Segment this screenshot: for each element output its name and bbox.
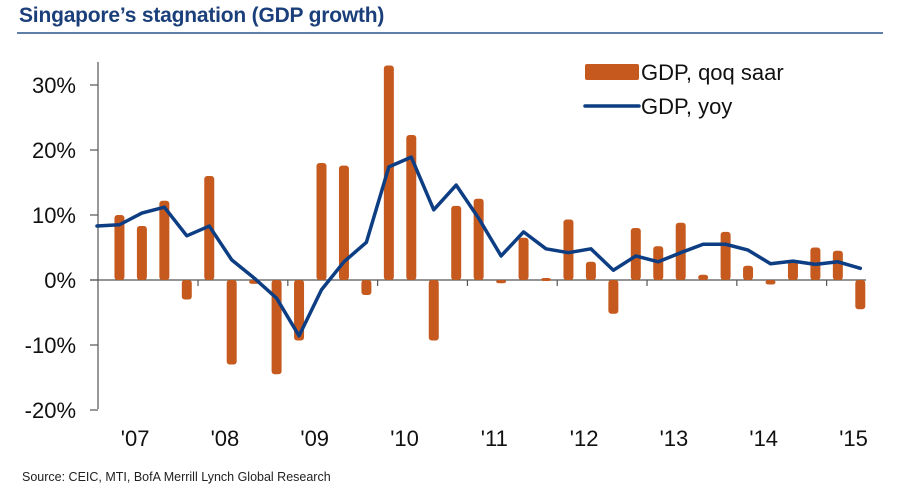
bar xyxy=(406,135,417,280)
bar xyxy=(541,278,551,282)
x-tick-label: '11 xyxy=(481,426,508,451)
bar xyxy=(765,280,776,285)
bar xyxy=(159,200,170,280)
bar xyxy=(338,165,349,280)
bar xyxy=(428,280,439,341)
bar xyxy=(743,265,754,280)
legend-label-yoy: GDP, yoy xyxy=(641,94,732,119)
bar xyxy=(518,237,529,280)
bar xyxy=(316,163,327,280)
title-underline xyxy=(17,32,883,34)
x-tick-label: '14 xyxy=(749,426,778,451)
y-tick-label: -10% xyxy=(25,333,76,358)
x-tick-label: '13 xyxy=(660,426,689,451)
bar xyxy=(585,261,596,280)
bar-series xyxy=(114,65,866,375)
bar xyxy=(114,215,125,280)
y-tick-label: 0% xyxy=(44,268,76,293)
x-tick-label: '09 xyxy=(300,426,329,451)
y-tick-label: 20% xyxy=(32,138,76,163)
y-tick-label: -20% xyxy=(25,398,76,423)
bar xyxy=(698,274,709,280)
bar xyxy=(136,226,147,280)
bar xyxy=(226,280,237,365)
x-tick-label: '12 xyxy=(570,426,599,451)
bar xyxy=(855,280,866,310)
chart-title: Singapore’s stagnation (GDP growth) xyxy=(19,4,385,27)
x-tick-label: '15 xyxy=(839,426,868,451)
y-tick-label: 30% xyxy=(32,73,76,98)
legend-swatch-bar xyxy=(585,64,639,80)
bar xyxy=(787,260,798,280)
x-tick-label: '10 xyxy=(390,426,419,451)
bar xyxy=(496,280,507,284)
axes: 30% 20% 10% 0% -10% -20% '07 '08 '09 '10 '11 '12 '13… xyxy=(25,62,868,451)
bar xyxy=(451,205,462,280)
source-note: Source: CEIC, MTI, BofA Merrill Lynch Gl… xyxy=(22,470,331,484)
bar xyxy=(181,280,192,300)
bar xyxy=(608,280,619,314)
bar xyxy=(630,228,641,280)
bar xyxy=(294,280,305,341)
x-tick-label: '07 xyxy=(121,426,150,451)
legend: GDP, qoq saar GDP, yoy xyxy=(583,60,784,119)
y-tick-label: 10% xyxy=(32,203,76,228)
x-tick-label: '08 xyxy=(211,426,240,451)
bar xyxy=(832,250,843,280)
line-series xyxy=(95,155,863,338)
bar xyxy=(563,219,574,280)
bar xyxy=(361,280,372,295)
legend-label-qoq: GDP, qoq saar xyxy=(641,60,784,85)
bar xyxy=(720,231,731,280)
